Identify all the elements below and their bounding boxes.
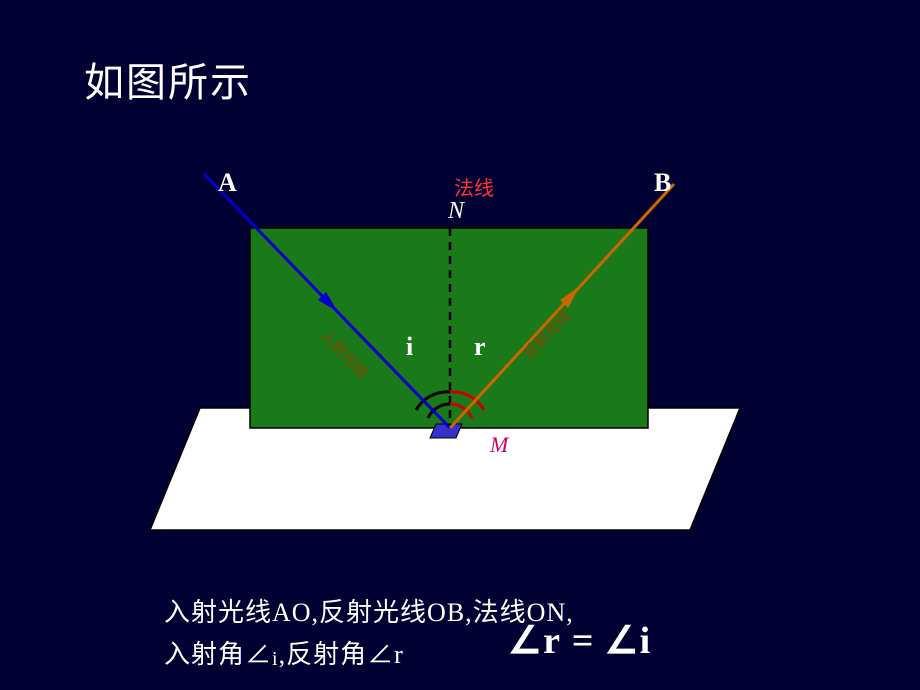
eq-right: ∠i: [605, 620, 652, 662]
label-angle-i: i: [406, 332, 413, 362]
caption-line-2: 入射角∠i,反射角∠r: [164, 634, 404, 671]
label-angle-r: r: [474, 332, 486, 362]
label-normal: 法线: [454, 172, 494, 201]
label-O: O: [438, 436, 454, 462]
label-N: N: [448, 198, 464, 225]
equation: ∠r = ∠i: [508, 618, 651, 663]
eq-sign: =: [561, 620, 605, 662]
eq-left: ∠r: [508, 620, 561, 662]
page-title: 如图所示: [84, 50, 252, 108]
label-B: B: [654, 168, 671, 198]
caption-line2-prefix: 入射角∠: [164, 640, 272, 669]
label-M: M: [490, 432, 508, 458]
label-A: A: [218, 168, 237, 198]
caption-line2-mid: ,反射角∠r: [279, 640, 404, 669]
